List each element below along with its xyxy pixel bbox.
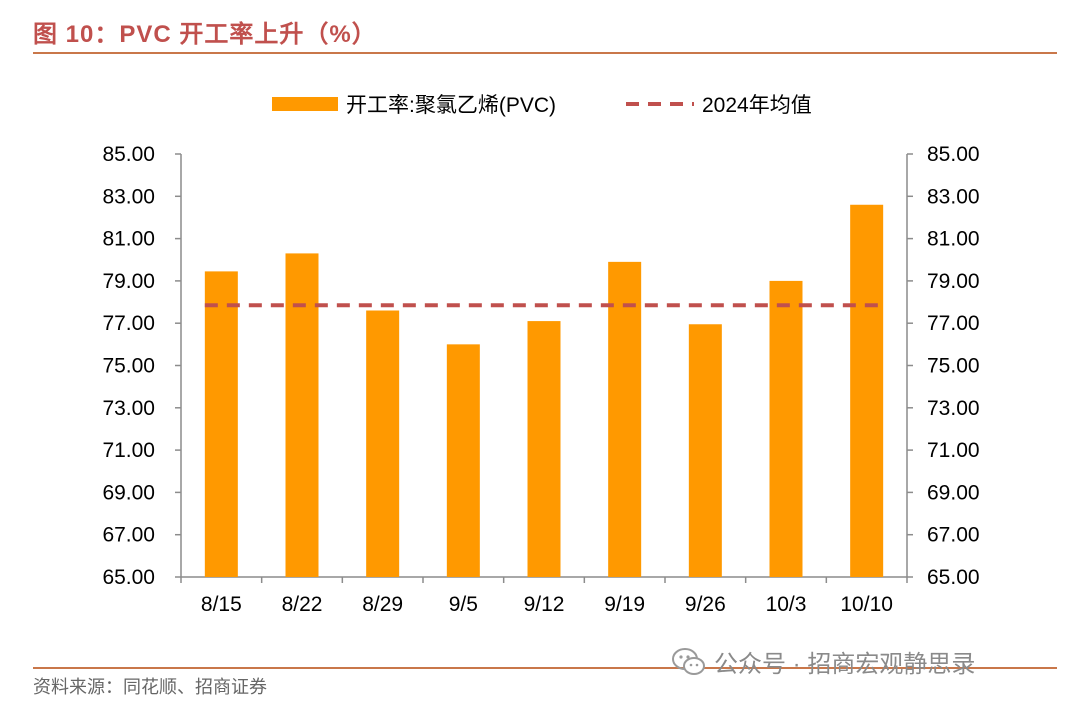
x-tick-label: 8/29 — [362, 593, 403, 616]
bar-9/5 — [446, 344, 480, 577]
bar-10/10 — [850, 204, 884, 577]
y-tick-label-right: 73.00 — [927, 397, 980, 420]
bar-10/3 — [769, 280, 803, 577]
x-tick-label: 9/12 — [524, 593, 565, 616]
x-tick-label: 10/3 — [766, 593, 807, 616]
x-tick-label: 8/22 — [282, 593, 323, 616]
y-tick-label-right: 85.00 — [927, 143, 980, 166]
y-tick-label-right: 77.00 — [927, 312, 980, 335]
watermark: 公众号 · 招商宏观静思录 — [672, 644, 975, 679]
y-tick-label-right: 71.00 — [927, 439, 980, 462]
y-tick-label-right: 81.00 — [927, 228, 980, 251]
x-tick-label: 9/26 — [685, 593, 726, 616]
watermark-text: 公众号 · 招商宏观静思录 — [714, 651, 976, 678]
legend-label-avg: 2024年均值 — [702, 94, 812, 117]
y-tick-label-right: 67.00 — [927, 524, 980, 547]
y-tick-label-left: 81.00 — [102, 228, 155, 251]
y-tick-label-right: 83.00 — [927, 185, 980, 208]
y-tick-label-right: 65.00 — [927, 566, 980, 589]
y-tick-label-left: 67.00 — [102, 524, 155, 547]
y-tick-label-right: 75.00 — [927, 355, 980, 378]
bar-9/26 — [688, 324, 722, 577]
y-tick-label-left: 69.00 — [102, 481, 155, 504]
source-note: 资料来源：同花顺、招商证券 — [33, 677, 267, 697]
y-tick-label-left: 77.00 — [102, 312, 155, 335]
bar-8/22 — [285, 253, 319, 577]
y-tick-label-left: 71.00 — [102, 439, 155, 462]
y-tick-label-left: 75.00 — [102, 355, 155, 378]
source-rule — [33, 667, 1057, 669]
y-tick-label-left: 83.00 — [102, 185, 155, 208]
legend-label-bar: 开工率:聚氯乙烯(PVC) — [346, 94, 556, 117]
title-rule — [33, 52, 1057, 54]
y-tick-label-right: 69.00 — [927, 481, 980, 504]
x-tick-label: 10/10 — [840, 593, 893, 616]
y-tick-label-right: 79.00 — [927, 270, 980, 293]
x-tick-label: 9/5 — [449, 593, 478, 616]
bar-9/19 — [608, 261, 642, 577]
y-tick-label-left: 73.00 — [102, 397, 155, 420]
y-tick-label-left: 79.00 — [102, 270, 155, 293]
legend-bar-swatch — [272, 97, 338, 111]
y-tick-label-left: 85.00 — [102, 143, 155, 166]
bar-8/29 — [366, 310, 400, 577]
bar-8/15 — [204, 271, 238, 577]
bar-9/12 — [527, 321, 561, 577]
figure-title: 图 10：PVC 开工率上升（%） — [33, 21, 377, 48]
x-tick-label: 8/15 — [201, 593, 242, 616]
x-tick-label: 9/19 — [604, 593, 645, 616]
chart-legend: 开工率:聚氯乙烯(PVC) 2024年均值 — [272, 94, 812, 117]
y-tick-label-left: 65.00 — [102, 566, 155, 589]
wechat-icon — [672, 647, 705, 675]
